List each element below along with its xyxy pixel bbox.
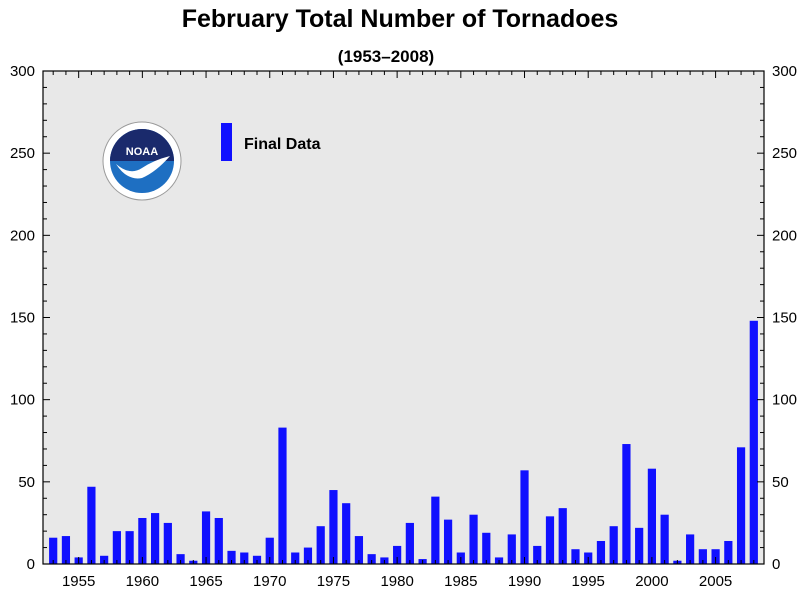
y-tick-label-right: 0: [772, 556, 780, 573]
bar-1977: [354, 536, 364, 564]
y-tick-label-left: 100: [10, 392, 35, 409]
logo-bird-icon: [116, 156, 170, 179]
bar-1963: [176, 554, 185, 564]
y-tick-label-left: 250: [10, 145, 35, 162]
x-tick-label: 1995: [572, 573, 605, 590]
y-tick-label-left: 150: [10, 310, 35, 327]
bar-2006: [724, 540, 733, 564]
bar-1961: [151, 513, 160, 564]
y-tick-label-right: 250: [772, 145, 797, 162]
bar-2000: [647, 468, 656, 564]
y-tick-label-left: 200: [10, 227, 35, 244]
x-tick-label: 2005: [699, 573, 732, 590]
bar-1957: [100, 555, 109, 564]
bar-2004: [698, 549, 707, 564]
bar-1958: [112, 531, 121, 564]
bar-2007: [736, 447, 746, 564]
bar-1959: [125, 531, 134, 564]
x-tick-label: 2000: [635, 573, 668, 590]
bar-2005: [711, 549, 720, 564]
legend-label: Final Data: [244, 136, 321, 153]
chart-title: February Total Number of Tornadoes: [182, 5, 619, 33]
bar-1999: [635, 527, 644, 564]
logo-text: NOAA: [126, 146, 158, 158]
y-tick-label-left: 50: [18, 474, 35, 491]
y-tick-label-right: 100: [772, 392, 797, 409]
bar-1994: [571, 549, 580, 564]
x-tick-label: 1970: [253, 573, 286, 590]
bar-1992: [545, 516, 555, 564]
x-tick-label: 1990: [508, 573, 541, 590]
y-tick-label-right: 50: [772, 474, 789, 491]
bar-1962: [163, 522, 172, 564]
x-tick-label: 1955: [62, 573, 95, 590]
bar-1986: [469, 514, 478, 564]
bar-1987: [482, 532, 491, 564]
legend-swatch: [221, 123, 232, 161]
x-tick-label: 1965: [189, 573, 222, 590]
bar-1968: [240, 552, 249, 564]
bar-1984: [443, 519, 453, 564]
bar-1966: [214, 517, 223, 564]
bar-1973: [303, 547, 313, 564]
bar-1998: [622, 444, 631, 564]
bar-1954: [61, 536, 71, 564]
bar-1971: [278, 427, 287, 564]
chart-subtitle: (1953–2008): [338, 47, 434, 66]
noaa-logo: NOAA: [102, 121, 182, 201]
bar-1967: [227, 550, 236, 564]
x-tick-label: 1975: [317, 573, 350, 590]
y-tick-label-left: 0: [27, 556, 35, 573]
bar-2008: [749, 320, 758, 564]
bar-1978: [367, 554, 376, 564]
x-tick-label: 1980: [380, 573, 413, 590]
y-tick-label-right: 200: [772, 227, 797, 244]
legend: Final Data: [221, 123, 321, 161]
bar-1989: [507, 534, 516, 564]
x-tick-label: 1960: [126, 573, 159, 590]
bar-1980: [393, 545, 402, 564]
logo-navy-top: [110, 129, 174, 161]
y-tick-label-left: 300: [10, 63, 35, 80]
bar-1970: [265, 537, 274, 564]
bar-1960: [138, 517, 147, 564]
bar-1956: [87, 486, 96, 564]
bar-2003: [686, 534, 695, 564]
bar-1993: [558, 508, 567, 564]
x-tick-label: 1985: [444, 573, 477, 590]
bar-1976: [342, 503, 351, 564]
y-tick-label-right: 150: [772, 310, 797, 327]
bar-1990: [520, 470, 529, 564]
y-tick-label-right: 300: [772, 63, 797, 80]
bar-2001: [660, 514, 669, 564]
bar-1969: [252, 555, 262, 564]
bar-1997: [609, 526, 618, 564]
bar-1974: [316, 526, 325, 564]
bar-1983: [431, 496, 440, 564]
axes-group: 0 0 50 50 100 100 150 150 200 200 250 250 300 300 1955…: [10, 63, 797, 590]
bar-1965: [201, 511, 211, 564]
bar-1996: [596, 540, 606, 564]
bar-1953: [49, 537, 58, 564]
bar-1975: [329, 490, 338, 564]
bar-1981: [405, 522, 414, 564]
bar-1972: [291, 552, 300, 564]
bar-1991: [533, 545, 542, 564]
